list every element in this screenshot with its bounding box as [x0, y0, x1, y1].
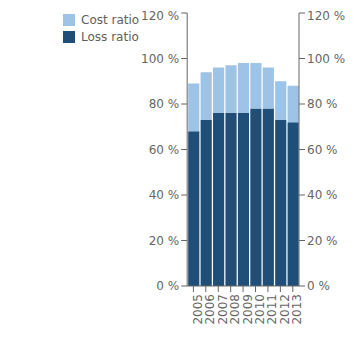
- svg-text:0 %: 0 %: [156, 279, 179, 293]
- html-text:Loss ratio: Loss ratio: [81, 30, 139, 44]
- svg-text:2010: 2010: [253, 294, 267, 325]
- svg-text:2013: 2013: [290, 294, 304, 325]
- svg-text:20 %: 20 %: [307, 234, 338, 248]
- svg-text:120 %: 120 %: [141, 9, 179, 23]
- svg-text:60 %: 60 %: [307, 143, 338, 157]
- svg-text:2007: 2007: [215, 294, 230, 325]
- svg-text:120 %: 120 %: [307, 9, 345, 23]
- svg-text:80 %: 80 %: [149, 97, 180, 111]
- svg-text:60 %: 60 %: [149, 143, 180, 157]
- svg-text:0 %: 0 %: [307, 279, 330, 293]
- svg-text:100 %: 100 %: [307, 52, 345, 66]
- html-text:Cost ratio: Cost ratio: [81, 13, 140, 27]
- svg-text:100 %: 100 %: [141, 52, 179, 66]
- svg-text:2009: 2009: [240, 294, 255, 325]
- svg-text:2005: 2005: [190, 294, 205, 325]
- svg-text:2012: 2012: [277, 294, 292, 325]
- svg-text:40 %: 40 %: [149, 188, 180, 202]
- svg-text:20 %: 20 %: [149, 234, 180, 248]
- svg-text:2006: 2006: [203, 294, 218, 325]
- svg-text:80 %: 80 %: [307, 97, 338, 111]
- svg-text:40 %: 40 %: [307, 188, 338, 202]
- svg-text:2008: 2008: [228, 294, 243, 325]
- svg-text:2011: 2011: [265, 294, 280, 325]
